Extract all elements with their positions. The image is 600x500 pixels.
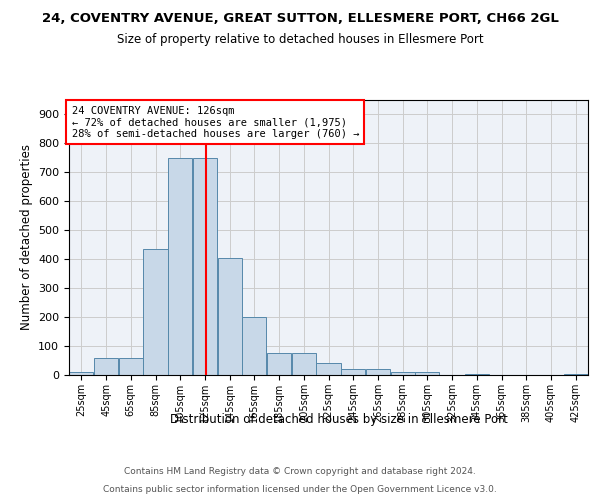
Y-axis label: Number of detached properties: Number of detached properties — [20, 144, 32, 330]
Bar — [391, 372, 415, 375]
Bar — [168, 158, 192, 375]
Text: Size of property relative to detached houses in Ellesmere Port: Size of property relative to detached ho… — [116, 32, 484, 46]
Bar — [563, 374, 587, 375]
Bar — [415, 372, 439, 375]
Bar — [366, 369, 390, 375]
Bar — [70, 372, 94, 375]
Bar — [242, 317, 266, 375]
Bar — [94, 358, 118, 375]
Bar — [341, 369, 365, 375]
Bar — [119, 358, 143, 375]
Bar — [193, 158, 217, 375]
Bar — [218, 258, 242, 375]
Bar — [292, 354, 316, 375]
Text: 24, COVENTRY AVENUE, GREAT SUTTON, ELLESMERE PORT, CH66 2GL: 24, COVENTRY AVENUE, GREAT SUTTON, ELLES… — [41, 12, 559, 26]
Bar — [267, 354, 291, 375]
Text: Distribution of detached houses by size in Ellesmere Port: Distribution of detached houses by size … — [170, 412, 508, 426]
Text: 24 COVENTRY AVENUE: 126sqm
← 72% of detached houses are smaller (1,975)
28% of s: 24 COVENTRY AVENUE: 126sqm ← 72% of deta… — [71, 106, 359, 138]
Text: Contains HM Land Registry data © Crown copyright and database right 2024.: Contains HM Land Registry data © Crown c… — [124, 468, 476, 476]
Bar — [143, 249, 167, 375]
Bar — [316, 364, 341, 375]
Text: Contains public sector information licensed under the Open Government Licence v3: Contains public sector information licen… — [103, 485, 497, 494]
Bar — [465, 374, 489, 375]
